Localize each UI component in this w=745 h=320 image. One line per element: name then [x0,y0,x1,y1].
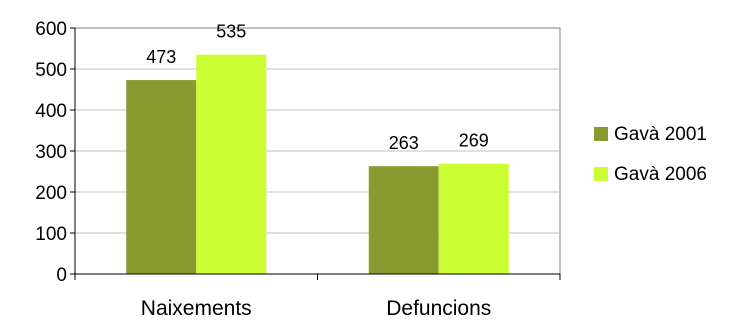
legend-label-2: Gavà 2006 [614,164,707,185]
legend-swatch-1 [594,127,608,141]
data-label-naixements-1: 473 [146,47,176,67]
category-label-naixements: Naixements [141,297,252,320]
bar-naixements-1 [126,80,197,274]
y-tick-label-600: 600 [35,19,67,40]
category-labels: Naixements Defuncions [141,297,491,320]
data-label-defuncions-1: 263 [389,133,419,153]
y-tick-labels: 0 100 200 300 400 500 600 [35,19,67,286]
bar-defuncions-1 [368,166,439,274]
y-tick-label-500: 500 [35,60,67,81]
y-tick-label-100: 100 [35,224,67,245]
axes [70,27,561,280]
bar-naixements-2 [196,54,267,275]
y-tick-label-0: 0 [56,265,67,286]
category-label-defuncions: Defuncions [386,297,491,320]
y-tick-label-300: 300 [35,142,67,163]
y-tick-label-200: 200 [35,183,67,204]
bars [126,54,509,275]
legend: Gavà 2001 Gavà 2006 [594,124,707,185]
legend-label-1: Gavà 2001 [614,124,707,145]
data-label-naixements-2: 535 [216,22,246,42]
data-labels: 473 535 263 269 [146,22,489,154]
bar-defuncions-2 [438,163,509,274]
data-label-defuncions-2: 269 [459,131,489,151]
y-tick-label-400: 400 [35,101,67,122]
legend-swatch-2 [594,167,608,181]
